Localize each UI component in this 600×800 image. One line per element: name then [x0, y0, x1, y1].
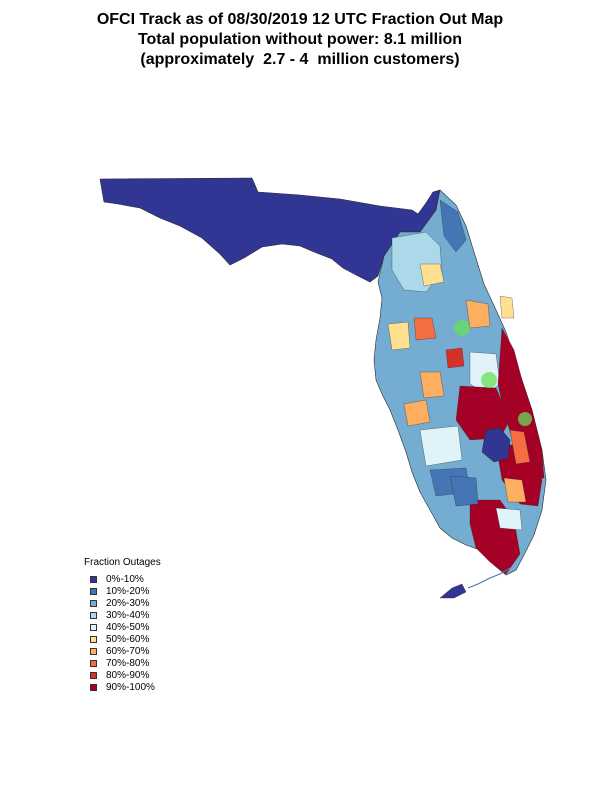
legend-item: 40%-50% — [90, 621, 161, 633]
legend-label: 30%-40% — [106, 609, 150, 621]
title-line-3: (approximately 2.7 - 4 million customers… — [140, 51, 460, 68]
central-patch-6 — [419, 371, 445, 399]
legend-item: 70%-80% — [90, 657, 161, 669]
title-line-2: Total population without power: 8.1 mill… — [137, 31, 463, 48]
legend-item: 50%-60% — [90, 633, 161, 645]
legend-label: 20%-30% — [106, 597, 150, 609]
legend-swatch — [90, 671, 97, 679]
title-line-1: OFCI Track as of 08/30/2019 12 UTC Fract… — [96, 11, 504, 28]
legend-label: 60%-70% — [106, 645, 150, 657]
legend-swatch — [90, 575, 97, 583]
legend-swatch — [90, 659, 97, 667]
legend-item: 20%-30% — [90, 597, 161, 609]
central-patch-11 — [445, 347, 465, 369]
panhandle-region — [99, 177, 441, 283]
map-title: OFCI Track as of 08/30/2019 12 UTC Fract… — [0, 10, 600, 70]
southwest-coast-blue — [449, 475, 479, 507]
legend-item: 60%-70% — [90, 645, 161, 657]
legend-swatch — [90, 623, 97, 631]
ne-coast-patch — [439, 199, 467, 253]
legend-title: Fraction Outages — [84, 557, 161, 568]
central-patch-3 — [465, 299, 491, 329]
central-patch-5 — [387, 321, 411, 351]
legend-label: 10%-20% — [106, 585, 150, 597]
legend-item: 90%-100% — [90, 681, 161, 693]
legend-rows: 0%-10% 10%-20% 20%-30% 30%-40% 40%-50% 50%-60… — [84, 573, 161, 693]
southeast-high-outage — [495, 443, 543, 507]
legend-label: 0%-10% — [106, 573, 144, 585]
legend-label: 50%-60% — [106, 633, 150, 645]
track-marker-1 — [454, 320, 470, 336]
track-marker-3 — [518, 412, 532, 426]
legend-swatch — [90, 587, 97, 595]
legend-item: 10%-20% — [90, 585, 161, 597]
central-patch-9 — [403, 399, 431, 427]
keys-chain — [467, 567, 511, 589]
legend-swatch — [90, 647, 97, 655]
lake-okeechobee — [481, 427, 511, 463]
legend-item: 80%-90% — [90, 669, 161, 681]
east-orange-band — [509, 429, 531, 465]
central-patch-10 — [499, 295, 515, 319]
south-light-blue — [495, 507, 523, 531]
legend: Fraction Outages 0%-10% 10%-20% 20%-30% 30%… — [84, 557, 161, 693]
central-patch-2 — [419, 263, 445, 287]
legend-swatch — [90, 611, 97, 619]
central-patch-4 — [413, 317, 437, 341]
legend-label: 80%-90% — [106, 669, 150, 681]
southeast-orange — [503, 477, 527, 503]
legend-item: 0%-10% — [90, 573, 161, 585]
legend-swatch — [90, 599, 97, 607]
legend-label: 40%-50% — [106, 621, 150, 633]
florida-keys — [439, 583, 467, 599]
legend-label: 70%-80% — [106, 657, 150, 669]
legend-label: 90%-100% — [106, 681, 155, 693]
legend-swatch — [90, 683, 97, 691]
central-patch-7 — [419, 425, 463, 467]
legend-item: 30%-40% — [90, 609, 161, 621]
track-marker-2 — [481, 372, 497, 388]
legend-swatch — [90, 635, 97, 643]
